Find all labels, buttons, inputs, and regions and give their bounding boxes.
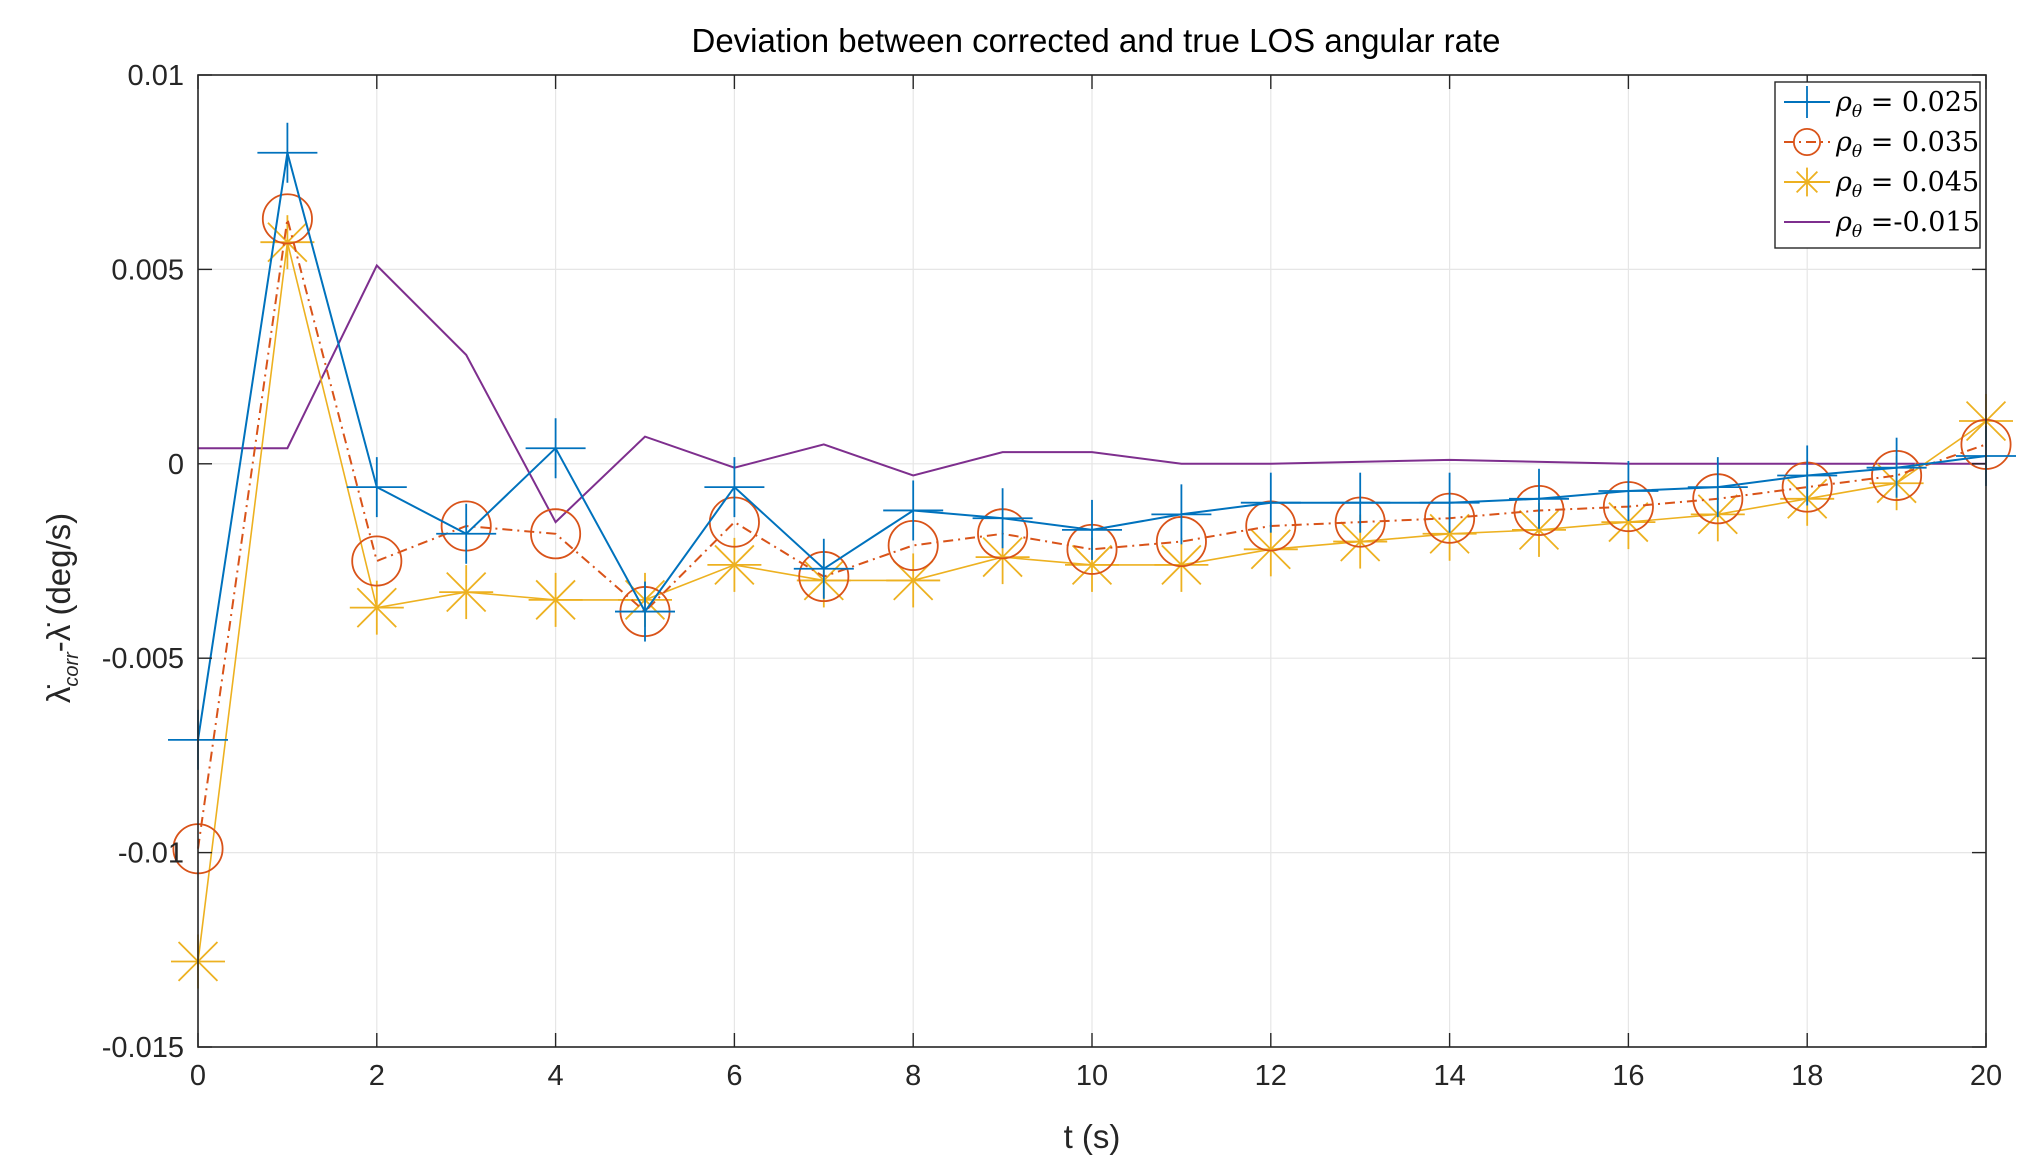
asterisk-marker [528, 572, 583, 627]
x-tick-label: 20 [1970, 1060, 2002, 1092]
series-line [197, 218, 1987, 849]
y-tick-label: 0 [168, 449, 184, 481]
y-axis-label-subscript: corr [61, 651, 83, 687]
plus-marker [1777, 445, 1838, 506]
x-tick-label: 0 [190, 1060, 206, 1092]
series-line [198, 263, 1986, 524]
plus-marker [436, 503, 497, 564]
plus-marker [1687, 457, 1748, 518]
plus-marker [1509, 468, 1569, 529]
legend-subscript: θ [1852, 142, 1862, 162]
plus-marker [525, 418, 586, 479]
y-axis-label-rest: -λ̇ (deg/s) [40, 513, 77, 652]
legend-symbol: ρ [1835, 127, 1852, 158]
plus-marker [1330, 472, 1391, 533]
legend-symbol: ρ [1835, 207, 1852, 238]
legend-item: ρθ = 0.035 [1784, 127, 1979, 162]
x-tick-label: 8 [905, 1060, 921, 1092]
plus-marker [1598, 461, 1659, 522]
plus-marker [257, 122, 318, 183]
plus-marker [1419, 472, 1480, 533]
legend-subscript: θ [1852, 222, 1862, 242]
circle-marker [1792, 127, 1822, 157]
legend-value: = 0.025 [1862, 87, 1979, 118]
plot-series [168, 122, 2016, 989]
legend-box [1774, 81, 1981, 249]
plus-marker [1791, 86, 1823, 118]
x-axis-label: t (s) [1064, 1118, 1121, 1155]
legend-label: ρθ = 0.025 [1835, 87, 1979, 122]
asterisk-marker [707, 537, 762, 592]
asterisk-marker [260, 215, 315, 270]
series-3 [198, 263, 1986, 524]
legend-value: = 0.045 [1862, 167, 1979, 198]
y-axis-tick-labels: -0.015 -0.01 -0.005 0 0.005 0.01 [102, 60, 184, 1064]
y-tick-label: -0.005 [102, 643, 184, 675]
circle-marker [261, 193, 313, 245]
plus-marker [1866, 437, 1927, 498]
plus-marker [704, 457, 765, 518]
y-axis-label-group: λ̇corr-λ̇ (deg/s) [40, 513, 83, 703]
legend-subscript: θ [1852, 102, 1862, 122]
y-tick-label: 0.01 [128, 60, 184, 92]
plus-marker [615, 581, 675, 642]
x-tick-label: 18 [1791, 1060, 1823, 1092]
asterisk-marker [1512, 502, 1566, 557]
series-0 [168, 122, 2016, 770]
legend-label: ρθ = 0.045 [1835, 167, 1979, 202]
y-tick-label: -0.015 [102, 1032, 184, 1064]
legend-item: ρθ =-0.015 [1784, 207, 1980, 242]
y-tick-label: -0.01 [118, 838, 184, 870]
x-tick-label: 14 [1433, 1060, 1465, 1092]
y-tick-label: 0.005 [111, 254, 184, 286]
plus-marker [1151, 484, 1212, 545]
asterisk-marker [1154, 537, 1209, 592]
y-axis-label-main: λ̇ [40, 685, 77, 704]
plus-marker [793, 538, 854, 599]
legend-value: = 0.035 [1862, 127, 1979, 158]
x-tick-label: 16 [1612, 1060, 1644, 1092]
circle-marker [351, 535, 403, 587]
x-axis-tick-labels: 0 2 4 6 8 10 12 14 16 18 20 [190, 1060, 2002, 1092]
legend-label: ρθ =-0.015 [1835, 207, 1980, 242]
legend-value: =-0.015 [1862, 207, 1980, 238]
plus-marker [346, 457, 407, 518]
plus-marker [972, 488, 1033, 549]
chart-title: Deviation between corrected and true LOS… [692, 22, 1501, 59]
x-tick-label: 12 [1255, 1060, 1287, 1092]
asterisk-marker [349, 580, 404, 635]
asterisk-marker [439, 565, 494, 620]
asterisk-marker [886, 553, 941, 608]
legend-item: ρθ = 0.025 [1784, 86, 1979, 122]
x-tick-label: 6 [726, 1060, 742, 1092]
plus-marker [1240, 472, 1301, 533]
x-tick-label: 4 [548, 1060, 564, 1092]
plus-marker [883, 480, 944, 541]
legend-label: ρθ = 0.035 [1835, 127, 1979, 162]
y-axis-label: λ̇corr-λ̇ (deg/s) [40, 513, 83, 703]
x-tick-label: 10 [1076, 1060, 1108, 1092]
legend-symbol: ρ [1835, 167, 1852, 198]
circle-marker [530, 508, 582, 560]
x-tick-label: 2 [369, 1060, 385, 1092]
plus-marker [1062, 499, 1122, 560]
legend-subscript: θ [1852, 182, 1862, 202]
asterisk-marker [1792, 167, 1822, 197]
legend-item: ρθ = 0.045 [1784, 167, 1979, 202]
legend-symbol: ρ [1835, 87, 1852, 118]
